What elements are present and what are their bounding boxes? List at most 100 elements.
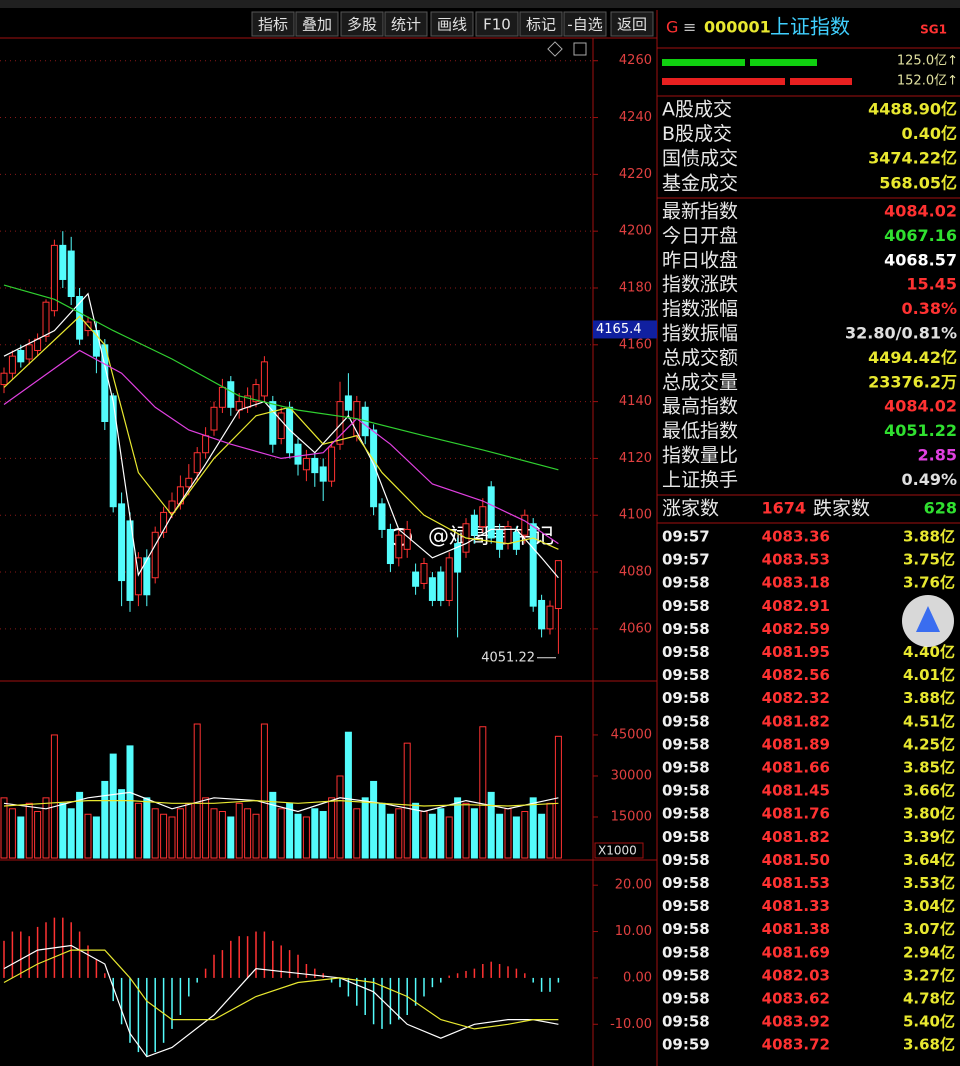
candle-body (386, 528, 394, 565)
candle-body (218, 386, 226, 408)
volume-bar (168, 816, 176, 859)
candle-body (8, 355, 16, 374)
toolbar-button[interactable] (340, 11, 384, 37)
buy-bar (662, 59, 745, 66)
y-tick-label: 4220 (619, 167, 652, 182)
toolbar-label[interactable]: F10 (483, 16, 511, 34)
row-label: 最高指数 (662, 396, 738, 418)
volume-bar (403, 742, 411, 859)
row-value: 0.38% (901, 299, 957, 318)
candle-body (25, 344, 33, 360)
tick-volume: 3.80亿 (903, 805, 955, 823)
candle-body (328, 446, 336, 482)
tick-price: 4083.53 (762, 551, 830, 569)
row-value: 568.05亿 (879, 173, 957, 192)
row-label: A股成交 (662, 99, 732, 121)
toolbar-label[interactable]: 指标 (258, 16, 288, 34)
candle-body (185, 477, 193, 488)
toolbar-button[interactable] (610, 11, 654, 37)
toolbar-label[interactable]: 标记 (526, 16, 556, 34)
volume-bar (143, 797, 151, 859)
row-label: 国债成交 (662, 148, 738, 170)
tick-time: 09:58 (662, 574, 710, 592)
toolbar-button[interactable] (430, 11, 474, 37)
y-tick-label: 4160 (619, 337, 652, 352)
market: G (666, 18, 678, 37)
tick-volume: 4.01亿 (903, 666, 955, 684)
toolbar-button[interactable] (563, 11, 607, 37)
candle-body (294, 443, 302, 465)
volume-bar (176, 808, 184, 859)
candle-body (311, 457, 319, 474)
tick-volume: 4.51亿 (903, 712, 955, 730)
tick-volume: 3.85亿 (903, 759, 955, 777)
volume-bar (504, 808, 512, 859)
toolbar-label[interactable]: 统计 (391, 16, 421, 34)
volume-bar (118, 789, 126, 859)
toolbar-button[interactable] (295, 11, 339, 37)
tick-price: 4082.03 (762, 966, 830, 984)
volume-bar (538, 813, 546, 859)
toolbar-button[interactable] (251, 11, 295, 37)
row-label: 指数涨跌 (662, 274, 738, 296)
candle-body (269, 401, 277, 445)
code: 000001 (704, 18, 771, 37)
volume-bar (218, 811, 226, 859)
volume-bar (126, 745, 134, 859)
y-tick-label: 4100 (619, 508, 652, 523)
candle-body (479, 506, 487, 528)
candle-body (134, 557, 142, 596)
row-value: 4494.42亿 (868, 348, 957, 367)
icon[interactable] (573, 42, 587, 56)
tick-volume: 3.76亿 (903, 574, 955, 592)
candle-body (118, 503, 126, 582)
row-value: 4488.90亿 (868, 100, 957, 119)
indicator-line (3, 349, 559, 545)
row-value: 23376.2万 (868, 372, 957, 391)
row-label: 最新指数 (662, 201, 738, 223)
volume-bar (84, 813, 92, 859)
toolbar-label[interactable]: -自选 (567, 16, 602, 34)
candle-body (67, 250, 75, 298)
row-label: B股成交 (662, 123, 732, 145)
candle-body (50, 244, 58, 312)
volume-bar (160, 813, 168, 859)
tick-volume: 3.68亿 (903, 1036, 955, 1054)
volume-bar (546, 802, 554, 859)
candle-body (454, 543, 462, 573)
floating-icon (916, 606, 940, 632)
toolbar-button[interactable] (519, 11, 563, 37)
tick-price: 4081.69 (762, 943, 830, 961)
row-value: 4084.02 (884, 202, 957, 221)
candle-body (160, 511, 168, 533)
toolbar-button[interactable] (384, 11, 428, 37)
volume-bar (210, 808, 218, 859)
toolbar-label[interactable]: 多股 (347, 16, 377, 34)
candle-body (319, 466, 327, 482)
tick-volume: 3.04亿 (903, 897, 955, 915)
price-marker-label: 4165.4 (596, 322, 642, 337)
toolbar-label[interactable]: 叠加 (302, 16, 332, 34)
tick-price: 4083.62 (762, 990, 830, 1008)
y-tick-label: 4180 (619, 280, 652, 295)
candle-body (370, 429, 378, 508)
tick-price: 4081.66 (762, 759, 830, 777)
y-tick-label: 4120 (619, 451, 652, 466)
volume-bar (244, 808, 252, 859)
row-label: 基金成交 (662, 172, 738, 194)
volume-bar (420, 811, 428, 859)
toolbar-button[interactable] (475, 11, 519, 37)
toolbar-label[interactable]: 返回 (617, 16, 647, 34)
candle-body (437, 571, 445, 601)
menu: ≡ (683, 18, 696, 37)
candle-body (445, 557, 453, 601)
volume-bar (277, 808, 285, 859)
candle-body (151, 531, 159, 579)
volume-bar (336, 775, 344, 859)
icon[interactable] (547, 41, 563, 57)
breadth-value: 628 (924, 499, 957, 518)
tick-volume: 3.64亿 (903, 851, 955, 869)
toolbar-label[interactable]: 画线 (437, 16, 467, 34)
indicator-line (3, 284, 559, 471)
tick-price: 4081.89 (762, 735, 830, 753)
